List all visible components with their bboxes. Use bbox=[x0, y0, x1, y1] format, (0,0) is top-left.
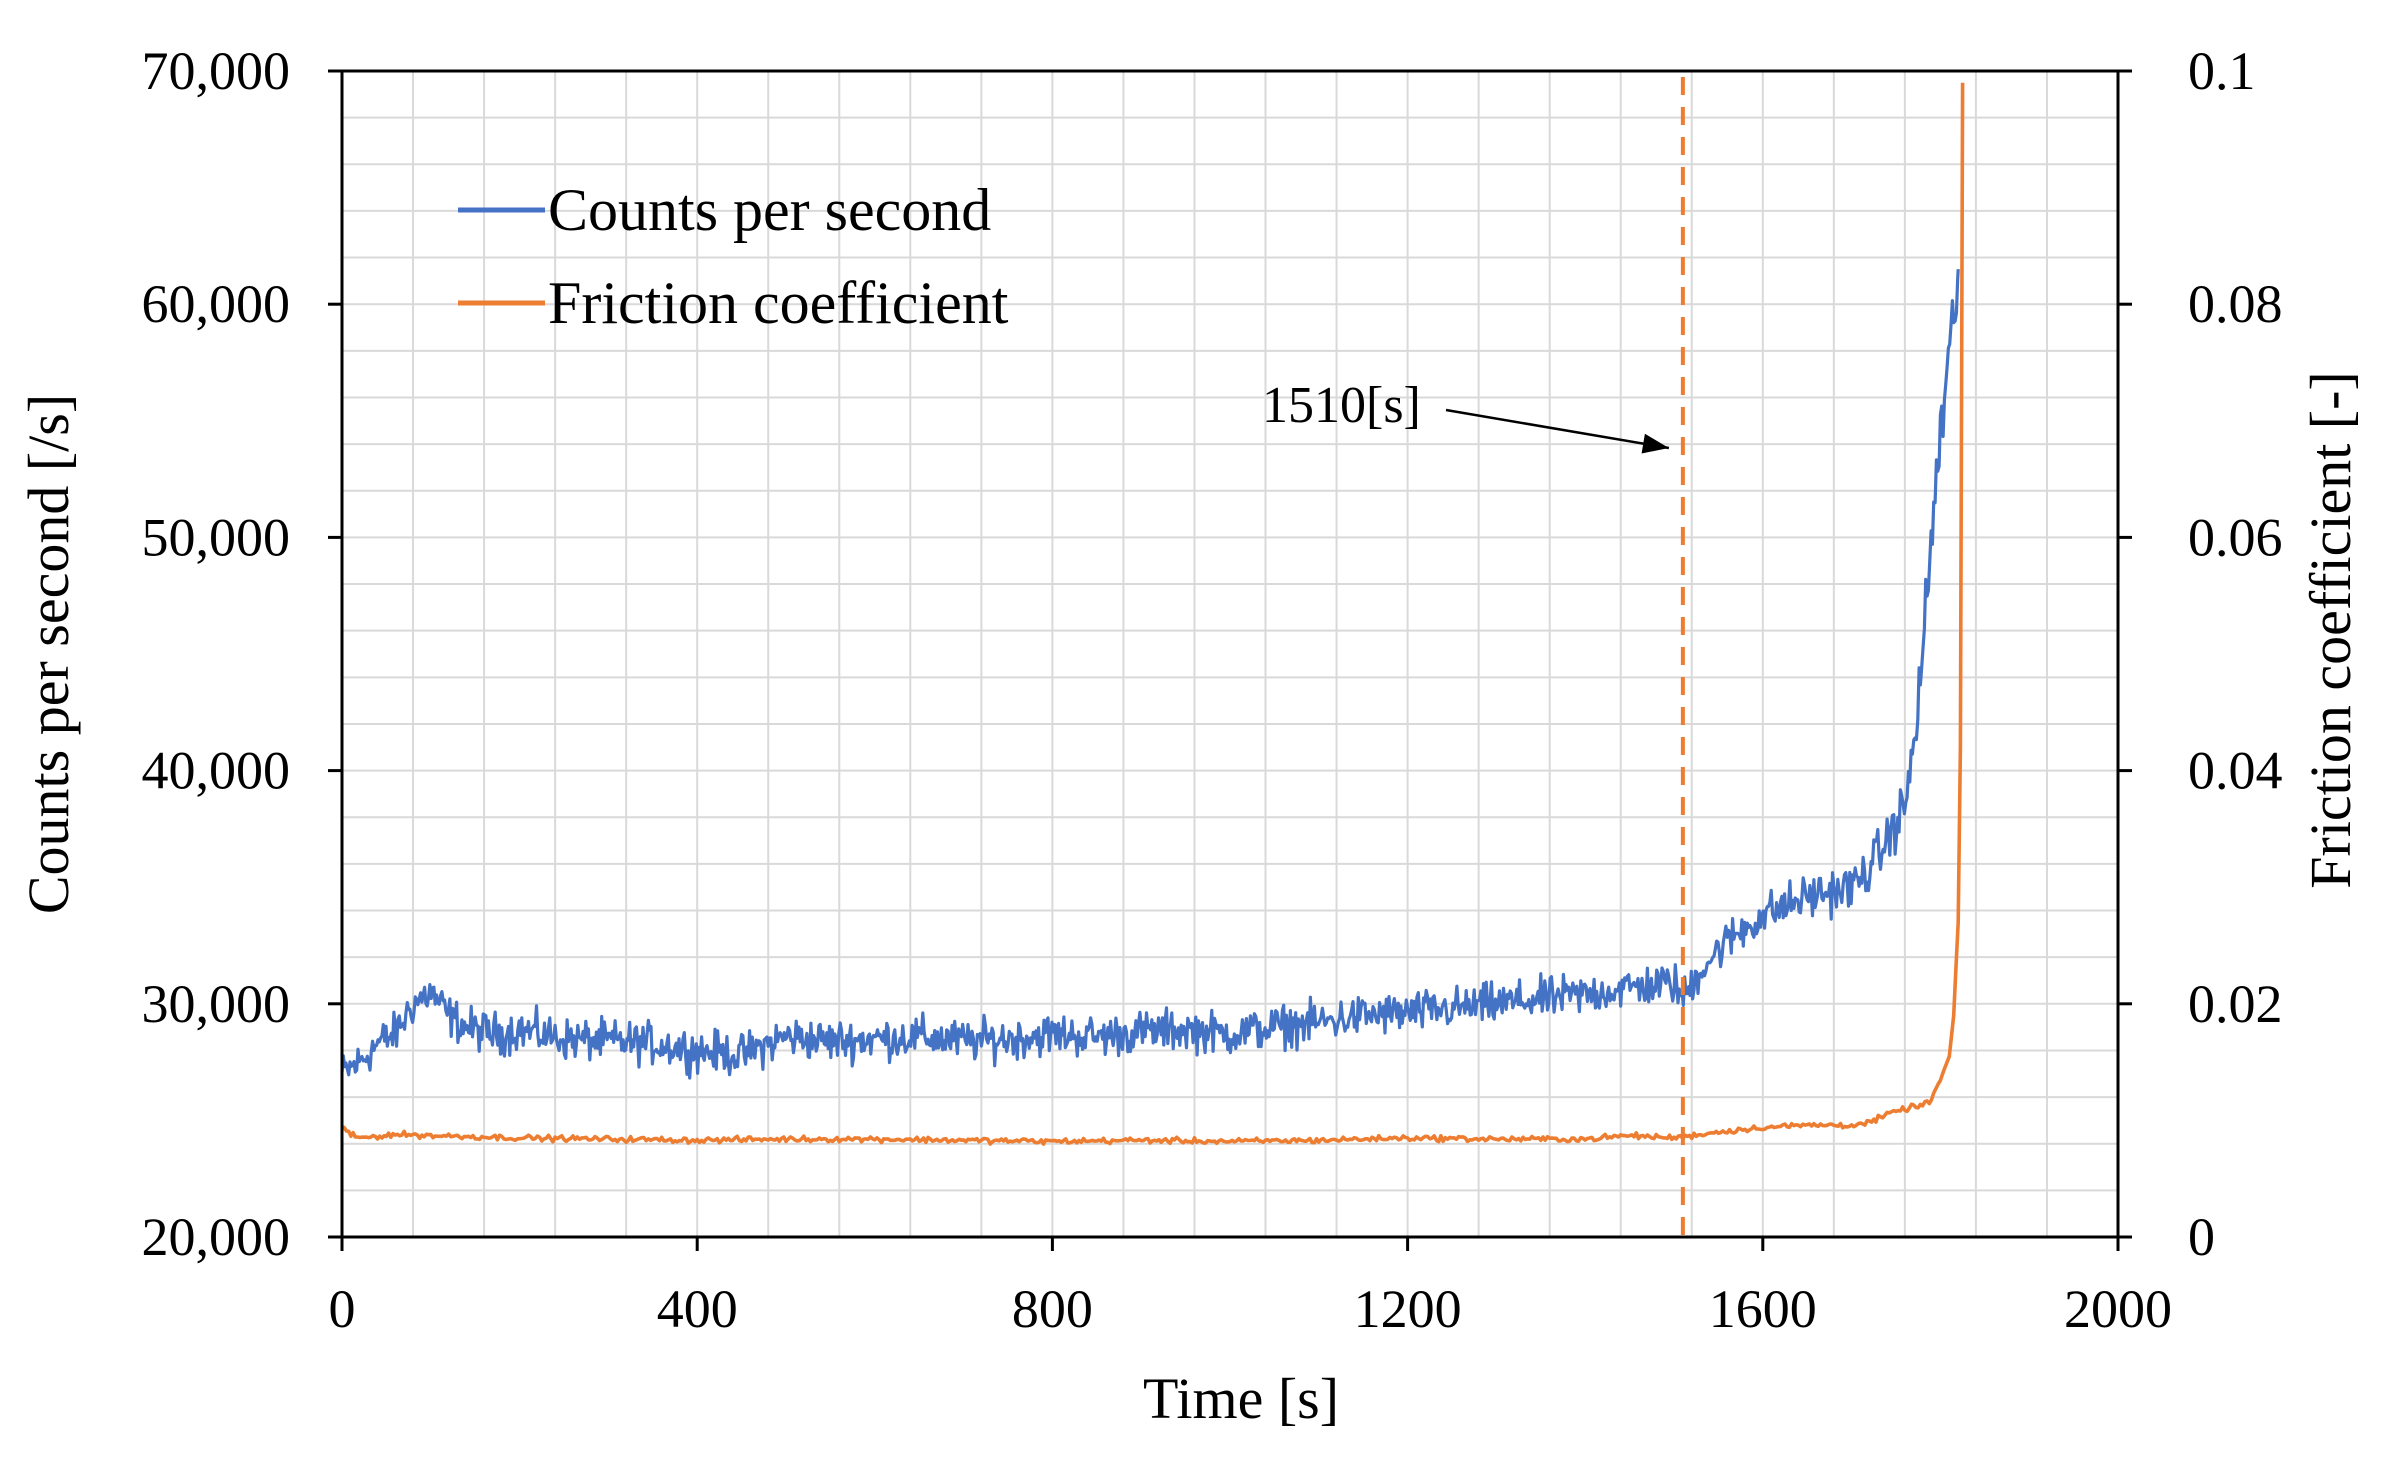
y-axis-title: Counts per second [/s] bbox=[16, 394, 81, 914]
legend: Counts per second Friction coefficient bbox=[458, 177, 1009, 336]
legend-label-friction: Friction coefficient bbox=[548, 270, 1009, 336]
y2-tick-label: 0 bbox=[2188, 1207, 2215, 1267]
y-tick-label: 60,000 bbox=[142, 274, 291, 334]
x-axis-title: Time [s] bbox=[1143, 1366, 1339, 1431]
annotation-label-1510: 1510[s] bbox=[1262, 377, 1421, 434]
x-tick-label: 0 bbox=[329, 1279, 356, 1339]
y-tick-label: 70,000 bbox=[142, 41, 291, 101]
y2-tick-label: 0.02 bbox=[2188, 974, 2283, 1034]
ticks-layer bbox=[328, 69, 2132, 1251]
y2-tick-label: 0.1 bbox=[2188, 41, 2256, 101]
tick-labels: 0 400 800 1200 1600 2000 20,000 30,000 40,000 50,… bbox=[142, 41, 2283, 1339]
x-tick-label: 1200 bbox=[1354, 1279, 1462, 1339]
x-tick-label: 2000 bbox=[2064, 1279, 2172, 1339]
y2-tick-label: 0.08 bbox=[2188, 274, 2283, 334]
y2-tick-label: 0.04 bbox=[2188, 741, 2283, 801]
series-line-counts-per-second bbox=[340, 269, 1960, 1080]
plot-area-frame bbox=[340, 69, 2120, 1239]
y2-axis-title: Friction coefficient [-] bbox=[2298, 371, 2363, 889]
annotation-layer: 1510[s] bbox=[1262, 77, 1685, 1237]
legend-label-counts: Counts per second bbox=[548, 177, 991, 243]
gridlines bbox=[342, 71, 2118, 1237]
y-tick-label: 50,000 bbox=[142, 507, 291, 567]
annotation-arrow-shaft bbox=[1445, 408, 1670, 450]
y-tick-label: 30,000 bbox=[142, 974, 291, 1034]
series-layer bbox=[340, 82, 1965, 1146]
x-tick-label: 1600 bbox=[1709, 1279, 1817, 1339]
x-tick-label: 800 bbox=[1012, 1279, 1093, 1339]
y2-tick-label: 0.06 bbox=[2188, 507, 2283, 567]
series-line-friction-coefficient bbox=[341, 82, 1965, 1146]
x-tick-label: 400 bbox=[657, 1279, 738, 1339]
y-tick-label: 20,000 bbox=[142, 1207, 291, 1267]
y-tick-label: 40,000 bbox=[142, 741, 291, 801]
annotation-arrow-head bbox=[1641, 433, 1669, 454]
